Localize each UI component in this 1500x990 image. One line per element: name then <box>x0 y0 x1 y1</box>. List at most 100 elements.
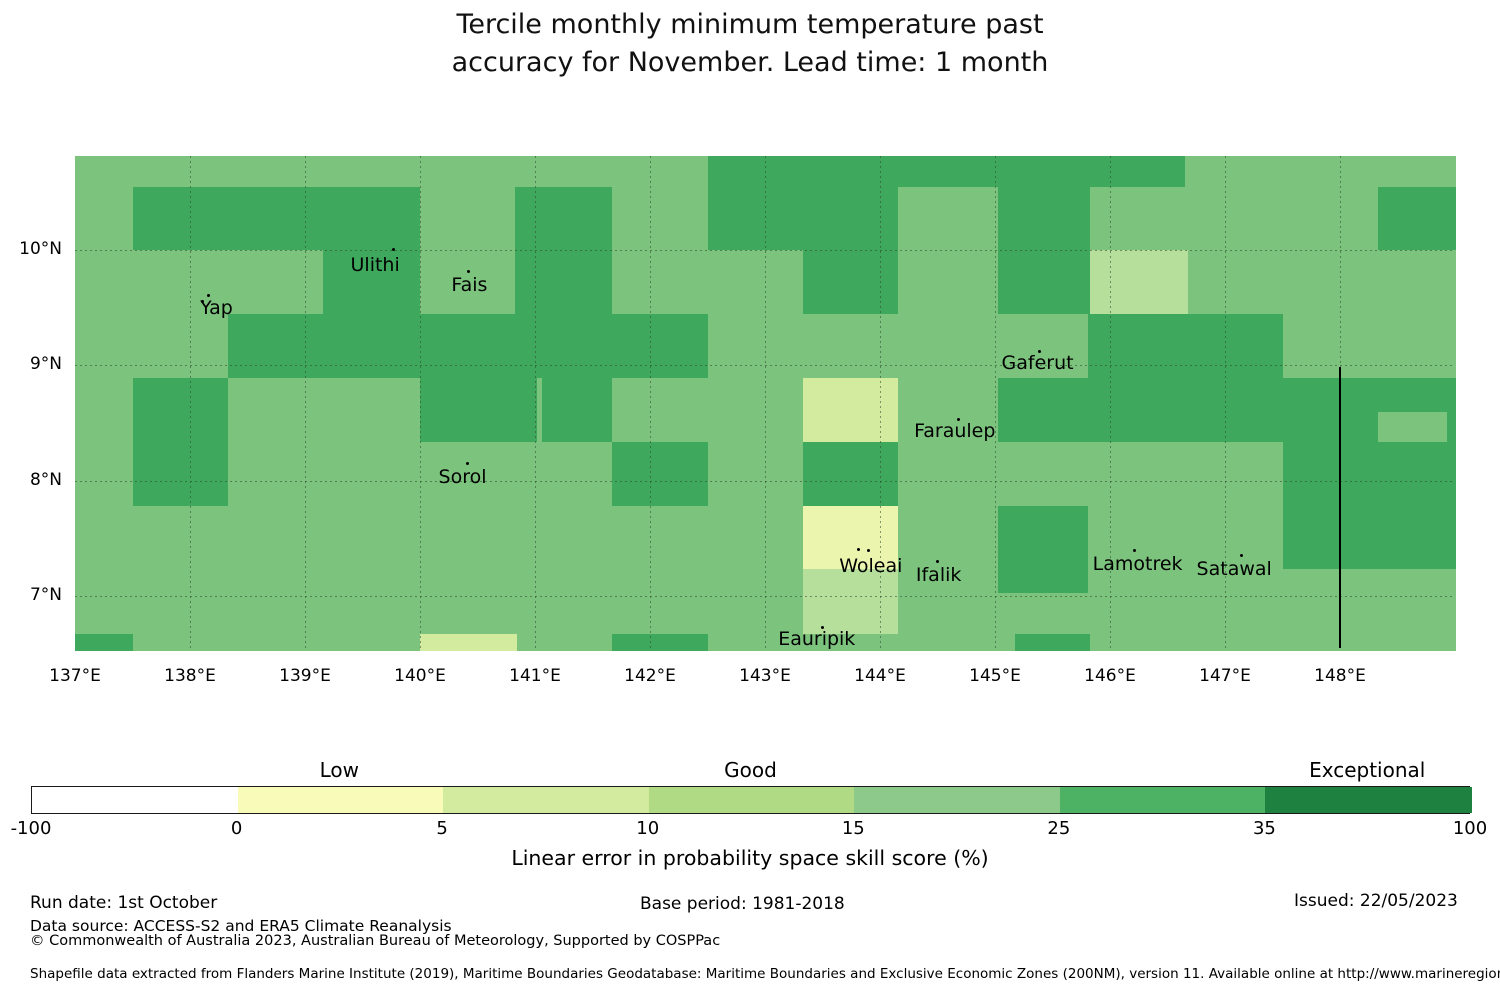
map-cell-skill-25-35 <box>515 249 613 315</box>
colorbar-segment-5-to-10 <box>443 787 650 813</box>
colorbar-segment-35-to-100 <box>1265 787 1472 813</box>
island-label-faraulep: Faraulep <box>914 419 996 442</box>
map-cell-skill-25-35 <box>132 442 229 507</box>
map-cell-skill-15-25 <box>132 634 421 652</box>
map-cell-skill-25-35 <box>707 155 1186 188</box>
island-label-sorol: Sorol <box>438 466 487 489</box>
map-cell-skill-15-25 <box>75 155 709 188</box>
map-cell-skill-25-35 <box>420 377 539 414</box>
island-label-woleai: Woleai <box>839 554 903 577</box>
island-label-yap: Yap <box>200 297 233 320</box>
map-cell-skill-15-25 <box>898 187 1000 251</box>
map-cell-skill-15-25 <box>612 412 804 444</box>
map-cell-skill-15-25 <box>420 249 517 315</box>
map-cell-skill-15-25 <box>612 249 804 315</box>
x-axis-tick-label: 147°E <box>1199 666 1251 687</box>
map-cell-skill-25-35 <box>227 314 709 379</box>
map-cell-skill-15-25 <box>227 377 421 414</box>
map-cell-skill-25-35 <box>1377 187 1456 251</box>
colorbar <box>31 786 1472 814</box>
latitude-gridline <box>75 249 1455 251</box>
footer-base-period: Base period: 1981-2018 <box>640 894 845 914</box>
map-cell-skill-25-35 <box>998 569 1089 594</box>
colorbar-segment-10-to-15 <box>648 787 856 813</box>
longitude-gridline <box>880 155 881 651</box>
x-axis-tick-label: 146°E <box>1084 666 1136 687</box>
map-cell-skill-15-25 <box>707 634 1016 652</box>
colorbar-segment--100-to-0 <box>32 787 239 813</box>
y-axis-tick-label: 7°N <box>29 585 62 605</box>
woleai-island-marker <box>856 548 860 552</box>
fais-island-marker <box>466 269 470 273</box>
map-cell-skill-0-5 <box>802 505 900 571</box>
map-cell-skill-15-25 <box>75 505 804 571</box>
island-label-ulithi: Ulithi <box>350 253 400 276</box>
satawal-island-marker <box>1239 554 1243 558</box>
map-cell-skill-5-10 <box>802 412 900 444</box>
y-axis-tick-label: 9°N <box>29 354 62 374</box>
colorbar-segment-15-to-25 <box>854 787 1061 813</box>
x-axis-tick-label: 148°E <box>1314 666 1366 687</box>
sorol-island-marker <box>465 461 469 465</box>
woleai-island-marker <box>867 549 870 553</box>
colorbar-segment-25-to-35 <box>1059 787 1267 813</box>
longitude-gridline <box>535 155 536 651</box>
island-label-satawal: Satawal <box>1196 558 1272 581</box>
lamotrek-island-marker <box>1132 549 1136 553</box>
yap-island-marker <box>201 299 205 303</box>
map-cell-skill-15-25 <box>1377 412 1448 444</box>
x-axis-tick-label: 137°E <box>49 666 101 687</box>
map-cell-skill-25-35 <box>998 377 1456 414</box>
map-cell-skill-15-25 <box>898 592 1456 635</box>
map-cell-skill-15-25 <box>612 187 709 251</box>
map-cell-skill-25-35 <box>1282 442 1456 507</box>
faraulep-island-marker <box>956 417 960 421</box>
map-cell-skill-25-35 <box>998 187 1092 251</box>
x-axis-tick-label: 139°E <box>279 666 331 687</box>
colorbar-segment-0-to-5 <box>237 787 445 813</box>
map-cell-skill-25-35 <box>1088 314 1284 379</box>
island-label-eauripik: Eauripik <box>778 627 856 650</box>
map-cell-skill-15-25 <box>707 314 1089 379</box>
ifalik-island-marker <box>936 559 939 563</box>
map-cell-skill-15-25 <box>1188 249 1456 315</box>
longitude-gridline <box>765 155 766 651</box>
x-axis-tick-label: 143°E <box>739 666 791 687</box>
eauripik-island-marker <box>821 625 824 629</box>
gaferut-island-marker <box>1038 349 1042 353</box>
map-cell-skill-10-15 <box>802 592 900 635</box>
longitude-gridline <box>190 155 191 651</box>
map-cell-skill-15-25 <box>898 505 1000 571</box>
longitude-gridline <box>420 155 421 651</box>
footer-copyright: © Commonwealth of Australia 2023, Austra… <box>30 933 721 949</box>
map-cell-skill-5-10 <box>420 634 518 652</box>
map-cell-skill-15-25 <box>75 442 134 507</box>
map-cell-skill-25-35 <box>132 377 229 414</box>
y-axis-tick-label: 8°N <box>29 469 62 490</box>
map-cell-skill-15-25 <box>75 592 804 635</box>
map-cell-skill-15-25 <box>75 314 229 379</box>
x-axis-tick-label: 144°E <box>854 666 906 687</box>
map-cell-skill-15-25 <box>707 442 804 507</box>
island-label-lamotrek: Lamotrek <box>1092 552 1183 575</box>
map-cell-skill-15-25 <box>612 377 804 414</box>
map-cell-skill-15-25 <box>1282 314 1456 379</box>
map-cell-skill-15-25 <box>75 187 134 251</box>
longitude-gridline <box>1110 155 1111 651</box>
map-cell-skill-25-35 <box>998 249 1092 315</box>
longitude-gridline <box>305 155 306 651</box>
map-cell-skill-25-35 <box>515 187 613 251</box>
longitude-gridline <box>995 155 996 651</box>
map-cell-skill-15-25 <box>75 569 804 594</box>
map-cell-skill-25-35 <box>1282 505 1456 571</box>
map-cell-skill-15-25 <box>898 569 1000 594</box>
map-cell-skill-15-25 <box>1088 505 1284 571</box>
map-cell-skill-10-15 <box>1090 249 1189 315</box>
map-cell-skill-25-35 <box>132 187 421 251</box>
footer-data-source: Data source: ACCESS-S2 and ERA5 Climate … <box>30 917 452 935</box>
longitude-gridline <box>650 155 651 651</box>
map-cell-skill-25-35 <box>1446 412 1456 444</box>
map-cell-skill-25-35 <box>802 249 900 315</box>
x-axis-tick-label: 138°E <box>164 666 216 687</box>
